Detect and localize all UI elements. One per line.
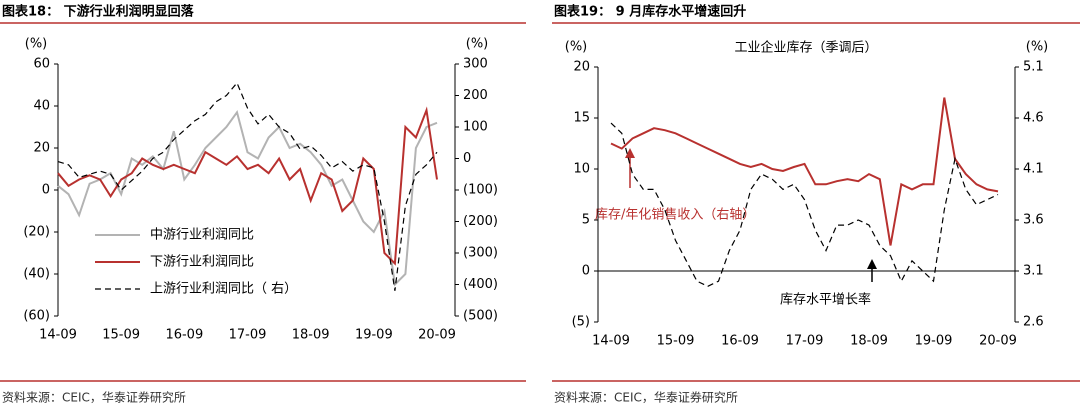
- y2-tick-label: 4.6: [1023, 111, 1044, 126]
- y-tick-label: 10: [573, 162, 590, 177]
- series-line: [57, 81, 438, 291]
- y2-tick-label: 3.6: [1023, 213, 1044, 228]
- y-tick-label: 20: [33, 141, 50, 156]
- y-tick-label: 20: [573, 60, 590, 75]
- y-unit: (%): [565, 40, 588, 55]
- chart-title: 图表19： 9 月库存水平增速回升: [554, 4, 746, 20]
- x-tick-label: 15-09: [102, 328, 140, 343]
- legend-label: 上游行业利润同比（ 右）: [150, 282, 297, 297]
- legend-label: 下游行业利润同比: [150, 255, 254, 270]
- series-label: 库存/年化销售收入（右轴）: [595, 207, 755, 223]
- y2-unit: (%): [1026, 40, 1049, 55]
- series-line: [610, 122, 999, 287]
- x-tick-label: 15-09: [657, 334, 695, 349]
- x-tick-label: 16-09: [165, 328, 203, 343]
- x-tick-label: 20-09: [418, 328, 456, 343]
- y2-tick-label: (100): [463, 183, 498, 198]
- y-tick-label: 60: [33, 57, 50, 72]
- source: 资料来源：CEIC，华泰证券研究所: [554, 390, 738, 405]
- y-tick-label: 0: [42, 183, 50, 198]
- y-tick-label: 0: [582, 264, 590, 279]
- y-unit: (%): [25, 37, 48, 52]
- legend-label: 中游行业利润同比: [150, 228, 254, 243]
- y-tick-label: (5): [572, 315, 590, 330]
- x-tick-label: 17-09: [229, 328, 267, 343]
- y2-tick-label: 300: [463, 57, 488, 72]
- y2-tick-label: 200: [463, 88, 488, 103]
- x-tick-label: 20-09: [979, 334, 1017, 349]
- x-tick-label: 19-09: [915, 334, 953, 349]
- y-tick-label: 15: [573, 111, 590, 126]
- y2-tick-label: 3.1: [1023, 264, 1044, 279]
- y2-tick-label: (300): [463, 246, 498, 261]
- x-tick-label: 16-09: [721, 334, 759, 349]
- chart-subtitle: 工业企业库存（季调后）: [734, 40, 877, 56]
- y2-tick-label: (400): [463, 277, 498, 292]
- series-line: [610, 97, 999, 246]
- y2-tick-label: 0: [463, 151, 471, 166]
- series-line: [57, 109, 438, 287]
- y2-tick-label: 5.1: [1023, 60, 1044, 75]
- x-tick-label: 17-09: [786, 334, 824, 349]
- arrow-head: [625, 148, 635, 158]
- y-tick-label: (40): [23, 267, 50, 282]
- x-tick-label: 18-09: [292, 328, 330, 343]
- series-line: [57, 106, 438, 266]
- chart-title: 图表18： 下游行业利润明显回落: [2, 4, 195, 20]
- y-tick-label: (20): [23, 225, 50, 240]
- series-label: 库存水平增长率: [780, 292, 871, 308]
- x-tick-label: 14-09: [592, 334, 630, 349]
- arrow-head: [867, 259, 877, 269]
- x-tick-label: 19-09: [355, 328, 393, 343]
- y2-tick-label: (200): [463, 214, 498, 229]
- y2-tick-label: 100: [463, 120, 488, 135]
- source: 资料来源：CEIC，华泰证券研究所: [2, 390, 186, 405]
- y-tick-label: (60): [23, 309, 50, 324]
- y2-tick-label: 2.6: [1023, 315, 1044, 330]
- y2-tick-label: (500): [463, 309, 498, 324]
- y2-unit: (%): [466, 37, 489, 52]
- y2-tick-label: 4.1: [1023, 162, 1044, 177]
- y-tick-label: 5: [582, 213, 590, 228]
- x-tick-label: 14-09: [39, 328, 77, 343]
- y-tick-label: 40: [33, 99, 50, 114]
- x-tick-label: 18-09: [850, 334, 888, 349]
